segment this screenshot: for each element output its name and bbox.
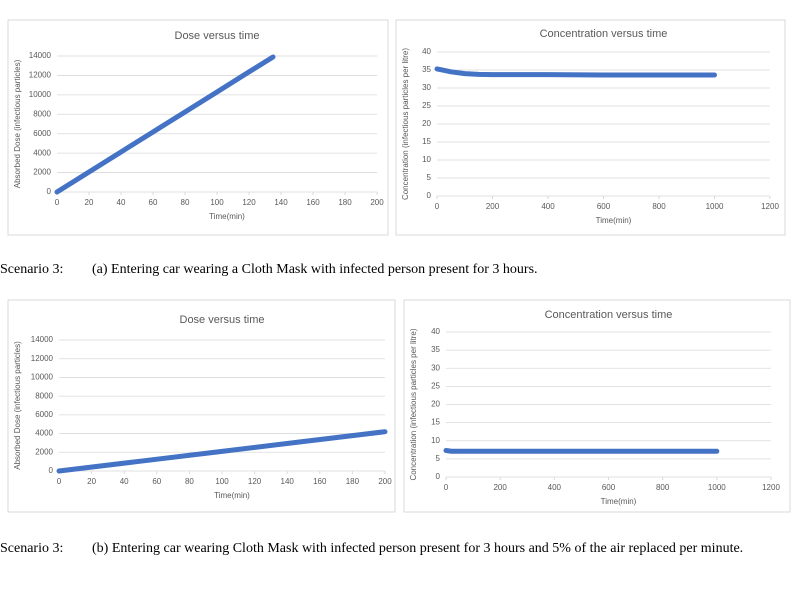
- y-tick-label: 14000: [31, 335, 54, 344]
- x-tick-label: 200: [486, 202, 500, 211]
- y-tick-label: 8000: [33, 109, 51, 118]
- x-tick-label: 800: [656, 483, 670, 492]
- x-tick-label: 120: [248, 477, 262, 486]
- chart-frame: [7, 299, 396, 513]
- data-line: [54, 54, 276, 195]
- x-tick-label: 400: [541, 202, 555, 211]
- data-line: [443, 448, 720, 454]
- chart-frame: [7, 19, 389, 236]
- x-tick-label: 40: [117, 198, 126, 207]
- x-tick-label: 100: [210, 198, 224, 207]
- y-tick-label: 6000: [33, 129, 51, 138]
- y-tick-label: 40: [422, 47, 431, 56]
- x-tick-label: 160: [313, 477, 327, 486]
- y-axis-label: Concentration (infectious particles per …: [409, 328, 418, 480]
- y-tick-label: 20: [422, 119, 431, 128]
- y-tick-label: 30: [431, 363, 440, 372]
- x-tick-label: 140: [274, 198, 288, 207]
- x-tick-label: 800: [652, 202, 666, 211]
- y-axis-label: Absorbed Dose (infectious particles): [13, 341, 22, 470]
- y-tick-label: 4000: [33, 148, 51, 157]
- y-tick-label: 25: [422, 101, 431, 110]
- y-tick-label: 5: [436, 454, 441, 463]
- data-line: [434, 66, 717, 78]
- y-tick-label: 15: [431, 418, 440, 427]
- y-tick-label: 10000: [29, 90, 52, 99]
- caption-label: Scenario 3:: [0, 541, 64, 556]
- y-tick-label: 8000: [35, 391, 53, 400]
- chart-title: Concentration versus time: [540, 28, 668, 40]
- x-tick-label: 180: [346, 477, 360, 486]
- x-tick-label: 1000: [706, 202, 724, 211]
- y-tick-label: 10: [422, 155, 431, 164]
- y-tick-label: 2000: [35, 447, 53, 456]
- x-tick-label: 0: [444, 483, 449, 492]
- caption-label: Scenario 3:: [0, 262, 64, 277]
- y-tick-label: 2000: [33, 168, 51, 177]
- x-tick-label: 60: [149, 198, 158, 207]
- y-tick-label: 0: [49, 466, 54, 475]
- y-tick-label: 0: [47, 187, 52, 196]
- chart-title: Dose versus time: [175, 30, 260, 42]
- x-tick-label: 20: [85, 198, 94, 207]
- x-axis-label: Time(min): [601, 497, 637, 506]
- y-axis-label: Absorbed Dose (infectious particles): [13, 59, 22, 188]
- y-tick-label: 30: [422, 83, 431, 92]
- x-axis-label: Time(min): [596, 216, 632, 225]
- x-tick-label: 1200: [761, 202, 779, 211]
- y-tick-label: 35: [422, 65, 431, 74]
- x-tick-label: 1000: [708, 483, 726, 492]
- caption-text: (a) Entering car wearing a Cloth Mask wi…: [92, 262, 538, 277]
- y-tick-label: 25: [431, 381, 440, 390]
- y-tick-label: 0: [427, 191, 432, 200]
- x-tick-label: 200: [370, 198, 384, 207]
- x-tick-label: 60: [152, 477, 161, 486]
- data-line: [56, 429, 388, 474]
- y-tick-label: 12000: [29, 71, 52, 80]
- y-tick-label: 14000: [29, 51, 52, 60]
- x-tick-label: 0: [57, 477, 62, 486]
- x-tick-label: 40: [120, 477, 129, 486]
- x-tick-label: 600: [597, 202, 611, 211]
- x-tick-label: 140: [281, 477, 295, 486]
- x-tick-label: 0: [435, 202, 440, 211]
- y-tick-label: 15: [422, 137, 431, 146]
- y-tick-label: 10: [431, 436, 440, 445]
- x-tick-label: 80: [185, 477, 194, 486]
- chart-title: Dose versus time: [180, 314, 265, 326]
- caption-text: (b) Entering car wearing Cloth Mask with…: [92, 541, 744, 556]
- x-tick-label: 600: [602, 483, 616, 492]
- y-tick-label: 20: [431, 400, 440, 409]
- x-tick-label: 200: [378, 477, 392, 486]
- y-tick-label: 0: [436, 472, 441, 481]
- x-tick-label: 100: [215, 477, 229, 486]
- x-axis-label: Time(min): [214, 491, 250, 500]
- y-tick-label: 35: [431, 345, 440, 354]
- y-tick-label: 4000: [35, 429, 53, 438]
- x-tick-label: 180: [338, 198, 352, 207]
- y-tick-label: 40: [431, 327, 440, 336]
- chart-frame: [395, 19, 786, 236]
- x-tick-label: 160: [306, 198, 320, 207]
- y-axis-label: Concentration (infectious particles per …: [401, 48, 410, 200]
- x-tick-label: 80: [181, 198, 190, 207]
- y-tick-label: 5: [427, 173, 432, 182]
- x-tick-label: 0: [55, 198, 60, 207]
- x-tick-label: 200: [493, 483, 507, 492]
- x-tick-label: 400: [548, 483, 562, 492]
- y-tick-label: 6000: [35, 410, 53, 419]
- chart-title: Concentration versus time: [545, 309, 673, 321]
- x-tick-label: 20: [87, 477, 96, 486]
- x-tick-label: 120: [242, 198, 256, 207]
- y-tick-label: 12000: [31, 354, 54, 363]
- y-tick-label: 10000: [31, 373, 54, 382]
- x-tick-label: 1200: [762, 483, 780, 492]
- x-axis-label: Time(min): [209, 212, 245, 221]
